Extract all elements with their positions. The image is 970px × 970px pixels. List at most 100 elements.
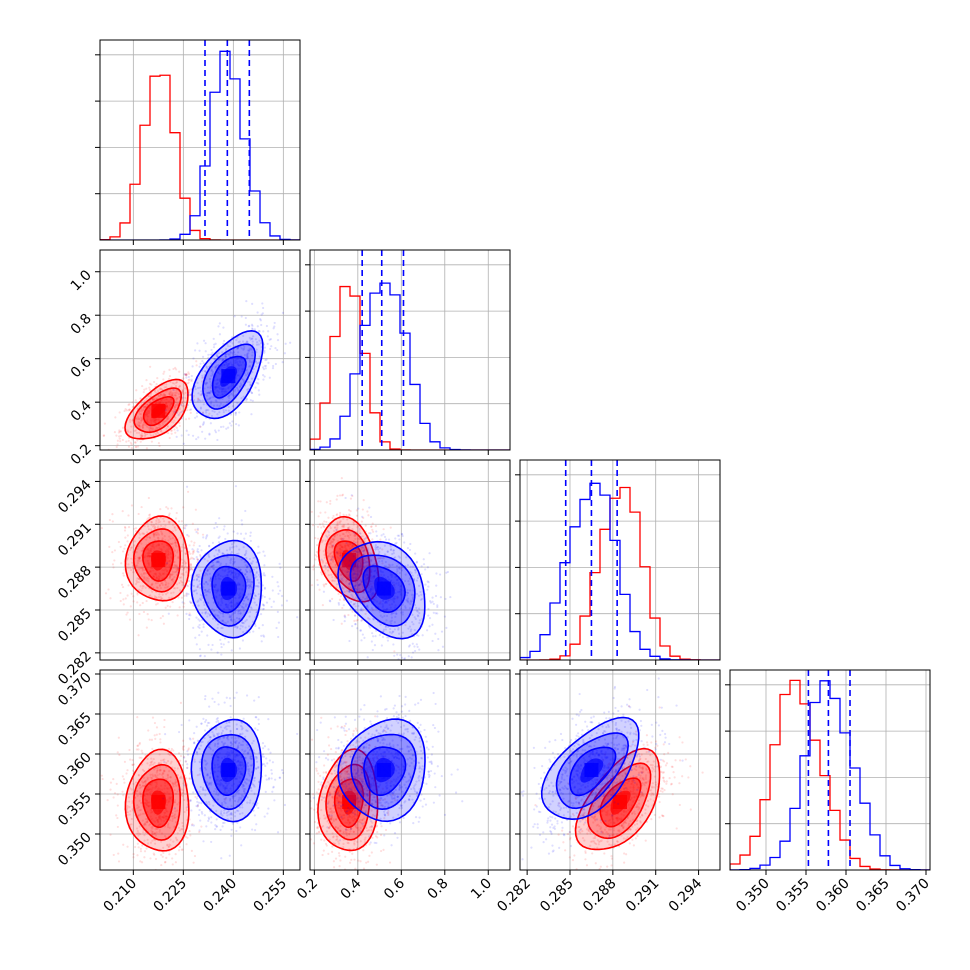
- scatter-point: [161, 393, 165, 396]
- contour-series-1: [190, 539, 263, 639]
- scatter-point: [143, 435, 146, 438]
- scatter-point: [182, 506, 185, 509]
- scatter-point: [126, 456, 128, 458]
- scatter-point: [154, 582, 157, 585]
- scatter-point: [234, 596, 237, 600]
- scatter-point: [362, 557, 366, 560]
- scatter-point: [232, 612, 235, 615]
- panel-plot-area: [100, 460, 300, 660]
- scatter-point: [232, 405, 235, 408]
- scatter-point: [332, 514, 335, 518]
- scatter-point: [149, 549, 153, 552]
- scatter-point: [166, 557, 170, 560]
- scatter-point: [260, 634, 263, 637]
- scatter-point: [119, 599, 122, 603]
- scatter-point: [226, 363, 229, 366]
- scatter-point: [209, 578, 212, 581]
- scatter-point: [200, 393, 203, 397]
- scatter-point: [150, 528, 153, 531]
- scatter-point: [322, 590, 326, 593]
- scatter-point: [438, 573, 442, 576]
- scatter-point: [138, 756, 141, 759]
- scatter-point: [128, 408, 131, 411]
- scatter-point: [158, 584, 162, 587]
- scatter-point: [202, 601, 205, 604]
- scatter-point: [131, 401, 134, 404]
- scatter-point: [198, 626, 201, 630]
- scatter-point: [150, 738, 154, 741]
- scatter-point: [216, 525, 219, 529]
- scatter-point: [251, 560, 254, 563]
- scatter-point: [230, 558, 233, 561]
- scatter-point: [125, 409, 128, 412]
- scatter-point: [213, 585, 216, 589]
- scatter-point: [151, 747, 154, 750]
- scatter-point: [436, 605, 439, 609]
- scatter-point: [207, 643, 210, 646]
- scatter-point: [146, 419, 149, 422]
- scatter-point: [202, 626, 205, 629]
- scatter-point: [184, 562, 187, 565]
- scatter-point: [159, 393, 162, 396]
- scatter-point: [235, 577, 239, 580]
- scatter-point: [174, 529, 177, 532]
- scatter-point: [206, 583, 209, 586]
- scatter-point: [204, 382, 207, 385]
- scatter-point: [156, 401, 159, 404]
- scatter-point: [331, 556, 335, 559]
- scatter-point: [218, 372, 221, 375]
- scatter-point: [140, 418, 143, 421]
- scatter-point: [321, 603, 324, 607]
- scatter-point: [139, 585, 142, 588]
- scatter-point: [351, 542, 355, 545]
- scatter-point: [201, 399, 204, 402]
- scatter-point: [238, 582, 241, 586]
- scatter-point: [222, 425, 225, 428]
- scatter-point: [167, 551, 170, 554]
- scatter-point: [236, 601, 239, 605]
- scatter-point: [277, 621, 281, 624]
- scatter-point: [184, 527, 187, 530]
- scatter-point: [379, 602, 382, 605]
- scatter-point: [236, 626, 239, 629]
- scatter-point: [258, 330, 261, 333]
- scatter-point: [159, 399, 163, 402]
- scatter-point: [326, 535, 329, 539]
- scatter-point: [163, 569, 166, 572]
- scatter-point: [181, 400, 184, 403]
- scatter-point: [230, 618, 233, 621]
- scatter-point: [207, 590, 210, 593]
- scatter-point: [182, 526, 185, 530]
- scatter-point: [167, 553, 170, 556]
- scatter-point: [228, 569, 231, 573]
- scatter-point: [152, 434, 155, 437]
- scatter-point: [177, 392, 181, 396]
- scatter-point: [280, 604, 284, 607]
- scatter-point: [184, 418, 188, 421]
- scatter-point: [171, 382, 174, 385]
- scatter-point: [351, 544, 354, 547]
- scatter-point: [199, 406, 203, 409]
- scatter-point: [221, 551, 224, 555]
- scatter-point: [145, 847, 148, 850]
- scatter-point: [230, 616, 233, 619]
- scatter-point: [197, 398, 200, 401]
- scatter-point: [168, 520, 171, 524]
- scatter-point: [196, 342, 199, 345]
- scatter-point: [154, 857, 158, 861]
- scatter-point: [210, 414, 214, 418]
- scatter-point: [165, 506, 168, 509]
- scatter-point: [409, 542, 412, 546]
- scatter-point: [150, 440, 154, 443]
- scatter-point: [178, 407, 181, 411]
- scatter-point: [171, 523, 175, 526]
- scatter-point: [316, 525, 320, 529]
- scatter-point: [348, 514, 351, 517]
- scatter-point: [169, 575, 172, 578]
- scatter-point: [128, 403, 131, 406]
- scatter-point: [214, 575, 217, 578]
- scatter-point: [208, 567, 211, 570]
- scatter-point: [181, 763, 184, 767]
- histogram-series-1: [520, 482, 720, 660]
